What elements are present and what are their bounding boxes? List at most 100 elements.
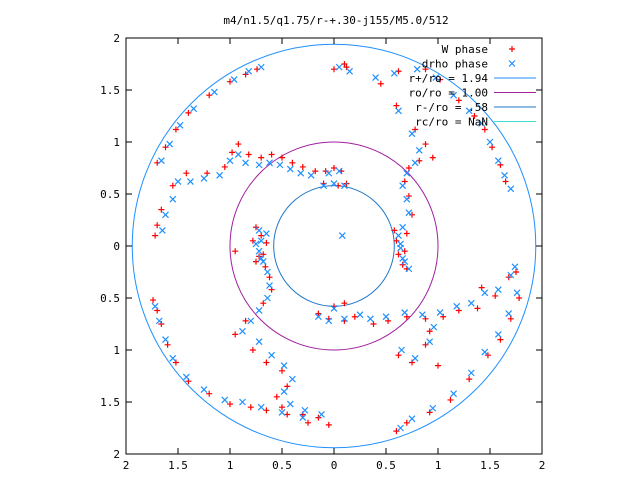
drho-phase-point-69: [335, 63, 343, 71]
w-phase-point-86: [405, 165, 412, 171]
w-phase-point-24: [221, 163, 228, 170]
drho-phase-point-79: [415, 146, 423, 154]
drho-phase-point-1: [330, 180, 338, 188]
legend-label-1: drho phase: [422, 58, 488, 71]
w-phase-point-74: [343, 64, 350, 71]
drho-phase-point-75: [450, 91, 458, 99]
drho-phase-point-33: [255, 226, 263, 234]
drho-phase-point-58: [162, 336, 169, 344]
w-phase-point-9: [258, 232, 265, 239]
drho-phase-point-46: [280, 388, 288, 396]
w-phase-point-45: [279, 367, 285, 374]
w-phase-point-25: [229, 149, 236, 156]
w-phase-point-109: [507, 315, 514, 322]
drho-phase-point-34: [252, 240, 260, 248]
drho-phase-point-49: [318, 411, 325, 418]
drho-phase-point-73: [413, 65, 421, 73]
drho-phase-point-84: [405, 209, 413, 217]
drho-phase-point-42: [255, 338, 263, 346]
w-phase-point-60: [164, 341, 171, 348]
legend-label-3: ro/ro = 1.00: [409, 87, 488, 100]
w-phase-point-110: [497, 336, 504, 343]
drho-phase-point-86: [486, 138, 494, 146]
drho-phase-point-112: [467, 369, 475, 377]
drho-phase-point-113: [450, 390, 458, 398]
w-phase-point-17: [315, 310, 322, 317]
w-phase-point-32: [299, 163, 306, 170]
drho-phase-point-65: [190, 105, 198, 113]
y-tick-label-6: 1: [113, 344, 120, 357]
drho-phase-point-5: [257, 237, 265, 245]
y-tick-label-3: 0.5: [100, 188, 120, 201]
drho-phase-point-63: [230, 76, 238, 84]
drho-phase-point-40: [247, 317, 255, 325]
drho-phase-point-108: [398, 346, 406, 354]
x-tick-label-7: 1.5: [480, 459, 500, 472]
w-phase-point-50: [315, 414, 322, 421]
drho-phase-point-114: [429, 404, 437, 412]
x-tick-label-1: 1.5: [168, 459, 188, 472]
drho-phase-point-38: [264, 294, 271, 302]
w-phase-point-59: [172, 359, 179, 366]
w-phase-point-55: [247, 404, 254, 411]
w-phase-point-104: [478, 284, 485, 291]
w-phase-point-27: [245, 151, 252, 158]
drho-phase-point-106: [494, 330, 502, 338]
w-phase-point-88: [405, 193, 412, 200]
legend-marker-0: [509, 46, 515, 52]
w-phase-point-54: [263, 407, 270, 414]
w-phase-point-43: [249, 347, 256, 353]
w-phase-point-22: [183, 170, 190, 177]
w-phase-point-90: [481, 126, 488, 133]
drho-phase-point-41: [239, 327, 246, 335]
w-phase-point-28: [258, 154, 265, 161]
drho-phase-point-116: [397, 424, 404, 432]
drho-phase-point-12: [405, 265, 413, 273]
w-phase-point-6: [263, 239, 270, 246]
drho-phase-point-98: [453, 302, 461, 310]
drho-phase-point-45: [288, 375, 296, 383]
w-phase-point-81: [393, 102, 400, 109]
reference-circle-0: [131, 43, 537, 449]
drho-phase-point-110: [426, 338, 434, 346]
w-phase-point-84: [429, 154, 436, 161]
y-tick-label-1: 1.5: [100, 84, 120, 97]
w-phase-point-121: [393, 428, 400, 435]
legend-marker-1: [508, 60, 516, 67]
w-phase-point-40: [260, 300, 267, 307]
w-phase-point-42: [232, 331, 239, 338]
drho-phase-point-16: [356, 311, 364, 319]
reference-circle-1: [229, 141, 439, 351]
w-phase-point-13: [391, 227, 398, 234]
w-phase-point-118: [447, 396, 454, 403]
w-phase-point-120: [403, 419, 410, 426]
w-phase-point-1: [331, 165, 337, 171]
w-phase-point-20: [158, 206, 165, 213]
drho-phase-point-51: [278, 408, 286, 416]
w-phase-point-75: [377, 80, 384, 87]
legend-label-2: r+/ro = 1.94: [409, 72, 489, 85]
drho-phase-point-104: [513, 289, 521, 297]
drho-phase-point-59: [155, 317, 163, 325]
w-phase-point-44: [263, 359, 270, 366]
drho-phase-point-88: [501, 171, 508, 179]
y-tick-label-8: 2: [113, 448, 120, 461]
w-phase-point-103: [474, 305, 481, 312]
drho-phase-point-2: [340, 182, 348, 190]
w-phase-point-11: [395, 251, 402, 258]
drho-phase-point-11: [401, 258, 409, 266]
w-phase-point-37: [262, 263, 269, 270]
drho-phase-point-72: [390, 69, 398, 77]
w-phase-point-2: [322, 168, 329, 175]
w-phase-point-124: [341, 300, 348, 307]
w-phase-point-101: [440, 313, 447, 320]
w-phase-point-46: [284, 383, 291, 390]
drho-phase-point-85: [478, 119, 486, 127]
drho-phase-point-29: [276, 161, 284, 169]
drho-phase-point-32: [307, 171, 315, 179]
w-phase-point-51: [325, 421, 332, 428]
w-phase-point-69: [172, 126, 179, 133]
w-phase-point-77: [422, 66, 429, 73]
w-phase-point-8: [253, 258, 259, 265]
